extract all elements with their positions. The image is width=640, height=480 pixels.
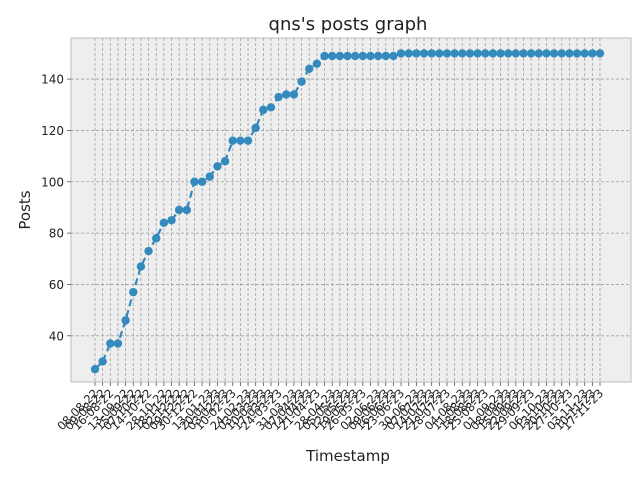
data-point (113, 339, 123, 348)
data-point (488, 49, 498, 58)
data-point (549, 49, 559, 58)
data-point (350, 51, 360, 61)
data-point (174, 205, 184, 215)
data-point (396, 49, 406, 58)
data-point (565, 49, 574, 58)
y-tick-label: 80 (49, 227, 64, 241)
data-point (496, 49, 505, 58)
data-point (312, 59, 322, 68)
data-point (404, 49, 413, 58)
data-point (473, 49, 482, 58)
data-point (503, 49, 513, 58)
data-point (251, 123, 260, 133)
data-point (381, 51, 390, 61)
y-tick-label: 120 (41, 124, 64, 138)
data-point (588, 49, 597, 58)
y-tick-label: 100 (41, 175, 64, 189)
data-point (366, 51, 375, 61)
data-point (289, 90, 299, 99)
data-point (98, 357, 107, 366)
data-point (144, 246, 153, 256)
data-point (274, 92, 283, 102)
data-point (243, 136, 253, 145)
data-point (129, 287, 138, 297)
data-point (435, 49, 444, 58)
data-point (534, 49, 543, 58)
data-point (205, 172, 214, 181)
y-tick-label: 40 (49, 329, 64, 343)
data-point (167, 216, 176, 225)
chart-title: qns's posts graph (269, 14, 428, 35)
data-point (458, 49, 467, 58)
data-point (542, 49, 551, 58)
data-point (213, 162, 222, 171)
data-point (259, 105, 268, 115)
data-point (305, 64, 314, 74)
plot-area (70, 37, 632, 383)
data-point (327, 51, 337, 61)
data-point (266, 103, 276, 112)
x-axis-label: Timestamp (305, 447, 390, 465)
data-point (197, 177, 207, 186)
data-point (519, 49, 528, 58)
y-axis-ticks: 40 60 80 100 120 140 (41, 73, 71, 343)
y-axis-label: Posts (16, 190, 34, 229)
grid-lines (71, 38, 631, 382)
data-point (557, 49, 566, 58)
data-point (335, 51, 345, 61)
data-point (481, 49, 490, 58)
y-tick-label: 60 (49, 278, 64, 292)
data-point (442, 49, 452, 58)
data-point (121, 316, 130, 325)
data-point (320, 51, 329, 61)
data-point (136, 262, 146, 271)
data-point (595, 49, 605, 58)
data-point (526, 49, 536, 58)
data-point (190, 177, 199, 186)
data-point (580, 49, 589, 58)
data-point (220, 157, 230, 166)
x-axis-ticks: 08-08-2209-08-2216-08-2213-09-2215-09-22… (54, 382, 606, 433)
data-point (152, 234, 161, 243)
data-point (450, 49, 459, 58)
data-point (297, 77, 306, 86)
data-point (412, 49, 421, 58)
y-tick-label: 140 (41, 73, 64, 87)
data-point (427, 49, 436, 58)
data-point (358, 51, 368, 61)
data-point (465, 49, 475, 58)
data-point (511, 49, 521, 58)
data-point (419, 49, 429, 58)
data-point (182, 205, 192, 215)
data-point (282, 90, 291, 99)
data-point (389, 51, 398, 61)
data-point (373, 51, 383, 61)
data-point (159, 218, 169, 228)
data-point (90, 364, 100, 374)
data-point (106, 339, 115, 348)
data-point (228, 136, 237, 145)
data-point (572, 49, 582, 58)
posts-series (90, 49, 605, 374)
data-point (236, 136, 245, 145)
data-point (343, 51, 352, 61)
